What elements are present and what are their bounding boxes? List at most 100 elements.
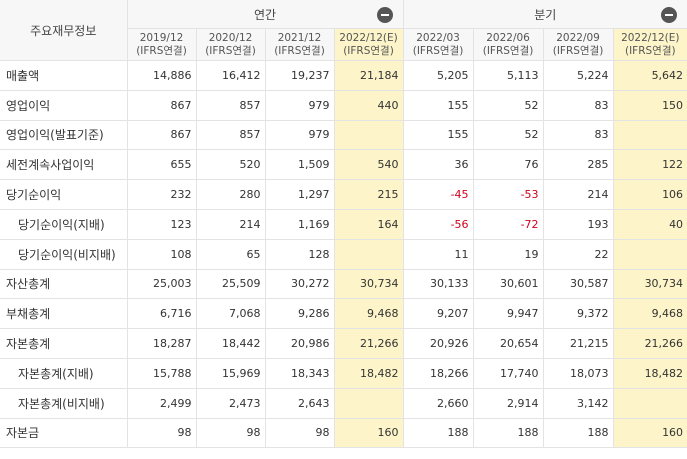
table-cell: 9,207 — [403, 298, 474, 330]
annual-group-title: 연간 — [253, 7, 277, 22]
table-cell: 5,642 — [613, 60, 687, 91]
column-header: 2021/12 (IFRS연결) — [265, 28, 335, 61]
table-cell: 18,073 — [543, 358, 614, 389]
table-cell — [334, 388, 404, 419]
table-cell: 1,169 — [265, 209, 335, 240]
column-period: 2022/12(E) — [339, 31, 398, 44]
table-cell: 1,509 — [265, 149, 335, 181]
table-cell: 20,926 — [403, 328, 474, 359]
table-cell: 867 — [127, 120, 197, 151]
table-cell: 440 — [334, 90, 404, 121]
table-cell: 52 — [473, 120, 544, 151]
column-basis: (IFRS연결) — [624, 44, 676, 57]
column-period: 2019/12 — [139, 31, 184, 44]
table-cell: 9,947 — [473, 298, 544, 330]
column-basis: (IFRS연결) — [343, 44, 394, 57]
table-row: 자산총계 25,003 25,509 30,272 30,734 30,133 30,601… — [0, 269, 687, 300]
table-cell: 21,184 — [334, 60, 404, 91]
financial-table: 주요재무정보 연간 분기 2019/12 (IFRS연결) 2020/12 (IFRS… — [0, 0, 687, 449]
table-cell: 18,287 — [127, 328, 197, 359]
table-row: 당기순이익 232 280 1,297 215 -45 -53 214 106 — [0, 179, 687, 210]
table-cell: 5,205 — [403, 60, 474, 91]
table-row: 자본금 98 98 98 160 188 188 188 160 — [0, 418, 687, 449]
table-cell: 83 — [543, 120, 614, 151]
table-cell: 14,886 — [127, 60, 197, 91]
table-cell: 30,601 — [473, 269, 544, 300]
table-cell — [334, 120, 404, 151]
annual-collapse-icon[interactable] — [376, 7, 393, 23]
column-period: 2021/12 — [277, 31, 322, 44]
table-cell: 188 — [473, 418, 544, 449]
table-cell: 15,969 — [196, 358, 266, 389]
row-label: 자본총계(지배) — [0, 358, 128, 389]
table-row: 세전계속사업이익 655 520 1,509 540 36 76 285 122 — [0, 149, 687, 181]
row-label: 영업이익(발표기준) — [0, 120, 128, 151]
table-cell: 540 — [334, 149, 404, 181]
table-cell: 40 — [613, 209, 687, 240]
table-cell: 215 — [334, 179, 404, 210]
table-cell: 11 — [403, 239, 474, 270]
table-cell: 15,788 — [127, 358, 197, 389]
row-label: 자산총계 — [0, 269, 128, 300]
table-cell: 30,734 — [334, 269, 404, 300]
column-basis: (IFRS연결) — [552, 44, 604, 57]
quarter-group-title: 분기 — [534, 7, 557, 22]
table-cell: 9,286 — [265, 298, 335, 330]
table-cell: 214 — [196, 209, 266, 240]
row-label: 당기순이익(비지배) — [0, 239, 128, 270]
table-cell: 17,740 — [473, 358, 544, 389]
row-label: 자본금 — [0, 418, 128, 449]
table-cell: 9,372 — [543, 298, 614, 330]
table-cell: 18,482 — [613, 358, 687, 389]
table-cell: 2,473 — [196, 388, 266, 419]
quarter-group-header: 분기 — [403, 0, 687, 29]
table-cell: 1,297 — [265, 179, 335, 210]
quarter-collapse-icon[interactable] — [661, 7, 678, 23]
table-cell: 19,237 — [265, 60, 335, 91]
table-cell: 857 — [196, 90, 266, 121]
table-cell: 76 — [473, 149, 544, 181]
table-cell: 2,499 — [127, 388, 197, 419]
annual-group-header: 연간 — [127, 0, 404, 29]
table-cell: 36 — [403, 149, 474, 181]
table-cell: 5,224 — [543, 60, 614, 91]
table-cell: 22 — [543, 239, 614, 270]
column-basis: (IFRS연결) — [482, 44, 534, 57]
column-period: 2022/03 — [416, 31, 460, 44]
table-row: 매출액 14,886 16,412 19,237 21,184 5,205 5,113 5,2… — [0, 60, 687, 91]
table-cell: 20,986 — [265, 328, 335, 359]
table-cell: 30,133 — [403, 269, 474, 300]
table-cell: 16,412 — [196, 60, 266, 91]
table-cell: 285 — [543, 149, 614, 181]
table-cell: -72 — [473, 209, 544, 240]
table-cell: 2,643 — [265, 388, 335, 419]
table-cell: 30,587 — [543, 269, 614, 300]
table-cell: 3,142 — [543, 388, 614, 419]
row-label: 당기순이익(지배) — [0, 209, 128, 240]
column-header: 2022/09 (IFRS연결) — [543, 28, 614, 61]
table-cell: 98 — [127, 418, 197, 449]
table-cell: 2,660 — [403, 388, 474, 419]
table-row: 자본총계(비지배) 2,499 2,473 2,643 2,660 2,914 3,142 — [0, 388, 687, 419]
table-cell: 83 — [543, 90, 614, 121]
table-cell: 30,734 — [613, 269, 687, 300]
table-cell: 160 — [334, 418, 404, 449]
table-cell: 2,914 — [473, 388, 544, 419]
table-row: 영업이익 867 857 979 440 155 52 83 150 — [0, 90, 687, 121]
table-cell: 18,442 — [196, 328, 266, 359]
table-cell: 6,716 — [127, 298, 197, 330]
column-period: 2022/09 — [556, 31, 600, 44]
table-cell: 30,272 — [265, 269, 335, 300]
column-header: 2022/12(E) (IFRS연결) — [334, 28, 404, 61]
column-header: 2019/12 (IFRS연결) — [127, 28, 197, 61]
table-row: 당기순이익(비지배) 108 65 128 11 19 22 — [0, 239, 687, 270]
table-cell: 18,266 — [403, 358, 474, 389]
column-period: 2022/06 — [486, 31, 530, 44]
row-label: 자본총계 — [0, 328, 128, 359]
table-cell — [334, 239, 404, 270]
table-cell: 160 — [613, 418, 687, 449]
table-cell: 122 — [613, 149, 687, 181]
table-cell — [613, 120, 687, 151]
table-cell: -53 — [473, 179, 544, 210]
